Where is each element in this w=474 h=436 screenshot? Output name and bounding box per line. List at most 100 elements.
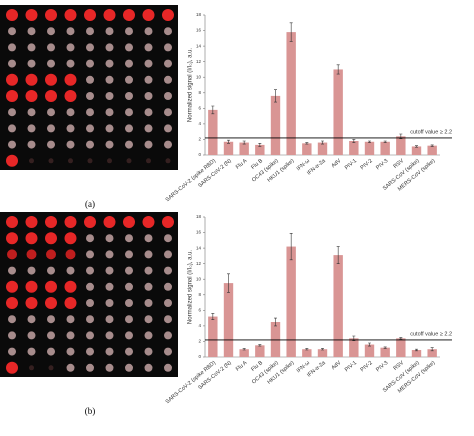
array-spot bbox=[164, 108, 172, 117]
array-spot bbox=[66, 266, 75, 275]
error-bar bbox=[383, 140, 387, 143]
array-spot bbox=[162, 9, 174, 21]
array-spot bbox=[123, 216, 135, 228]
y-axis-label: Normalized signal (I/I₀), a.u. bbox=[188, 250, 194, 325]
array-spot bbox=[29, 158, 34, 164]
array-spot bbox=[165, 158, 171, 164]
array-spot bbox=[27, 347, 36, 356]
error-bar bbox=[242, 140, 246, 145]
bar bbox=[286, 32, 296, 155]
x-tick-label: IFN-α-2a bbox=[306, 157, 327, 176]
array-spot bbox=[164, 250, 172, 259]
array-spot bbox=[144, 59, 153, 68]
array-spot bbox=[144, 108, 153, 117]
array-spot bbox=[144, 92, 153, 100]
bar bbox=[396, 136, 406, 155]
error-bar bbox=[274, 317, 277, 327]
array-spot bbox=[105, 92, 114, 100]
y-tick-label: 16 bbox=[196, 28, 202, 33]
error-bar bbox=[227, 273, 230, 293]
x-tick-label: PIV-2 bbox=[360, 360, 374, 373]
array-spot bbox=[46, 249, 56, 260]
array-spot bbox=[125, 92, 133, 100]
array-spot bbox=[29, 365, 34, 371]
array-spot bbox=[86, 266, 94, 275]
error-bar bbox=[242, 348, 246, 351]
y-tick-label: 0 bbox=[198, 152, 201, 157]
array-spot bbox=[27, 27, 36, 36]
array-spot bbox=[66, 27, 75, 36]
array-spot bbox=[86, 75, 94, 84]
x-tick-label: PIV-1 bbox=[344, 158, 358, 171]
array-spot bbox=[105, 331, 114, 340]
array-spot bbox=[107, 158, 112, 164]
array-spot bbox=[7, 249, 17, 260]
array-spot bbox=[105, 27, 114, 36]
y-tick-label: 0 bbox=[198, 354, 201, 359]
error-bar bbox=[368, 140, 371, 143]
error-bar bbox=[211, 313, 215, 320]
error-bar bbox=[383, 346, 387, 349]
array-spot bbox=[45, 297, 57, 309]
array-spot bbox=[164, 299, 172, 307]
x-tick-label: Flu A bbox=[235, 158, 249, 171]
error-bar bbox=[258, 344, 262, 347]
error-bar bbox=[368, 342, 371, 347]
array-spot bbox=[164, 347, 172, 356]
array-spot bbox=[105, 108, 114, 117]
array-spot bbox=[144, 75, 153, 84]
array-spot bbox=[47, 315, 55, 324]
cutoff-label: cutoff value ≥ 2.2 bbox=[410, 129, 452, 135]
array-spot bbox=[26, 249, 37, 260]
y-tick-label: 8 bbox=[198, 90, 201, 95]
y-tick-label: 2 bbox=[198, 137, 201, 142]
array-spot bbox=[47, 347, 55, 356]
bar bbox=[302, 349, 312, 357]
array-spot bbox=[86, 43, 94, 52]
array-spot bbox=[6, 232, 18, 245]
bar bbox=[223, 283, 234, 357]
array-spot bbox=[84, 9, 96, 21]
bar bbox=[270, 95, 281, 155]
bar bbox=[239, 142, 249, 155]
error-bar bbox=[258, 143, 262, 147]
array-spot bbox=[68, 158, 73, 164]
array-spot bbox=[27, 331, 36, 340]
array-spot bbox=[64, 297, 77, 309]
array-spot bbox=[142, 216, 155, 228]
array-spot bbox=[27, 266, 36, 275]
array-spot bbox=[86, 59, 94, 68]
array-spot bbox=[65, 249, 76, 260]
array-spot bbox=[8, 315, 16, 324]
y-tick-label: 10 bbox=[196, 74, 202, 79]
y-tick-label: 12 bbox=[196, 261, 202, 266]
array-spot bbox=[66, 315, 75, 324]
array-spot bbox=[125, 108, 133, 117]
bar bbox=[411, 146, 422, 155]
error-bar bbox=[399, 337, 403, 340]
array-spot bbox=[144, 299, 153, 307]
array-spot bbox=[164, 75, 172, 84]
y-tick-label: 4 bbox=[198, 121, 201, 126]
array-spot bbox=[86, 315, 94, 324]
array-spot bbox=[66, 108, 75, 117]
error-bar bbox=[211, 105, 215, 115]
array-spot bbox=[6, 297, 18, 309]
array-spot bbox=[125, 282, 133, 291]
array-spot bbox=[47, 59, 55, 68]
bar bbox=[427, 145, 437, 155]
error-bar bbox=[227, 139, 230, 144]
array-spot bbox=[47, 108, 55, 117]
array-spot bbox=[125, 363, 133, 372]
array-spot bbox=[64, 73, 77, 86]
bar bbox=[239, 349, 249, 357]
bar bbox=[208, 316, 218, 357]
y-axis-label: Normalized signal (I/I₀), a.u. bbox=[188, 48, 194, 123]
array-spot bbox=[25, 9, 38, 21]
error-bar bbox=[415, 348, 418, 352]
array-spot bbox=[8, 266, 16, 275]
array-spot bbox=[105, 250, 114, 259]
array-spot bbox=[105, 299, 114, 307]
bar bbox=[302, 143, 312, 155]
array-spot bbox=[103, 9, 116, 21]
